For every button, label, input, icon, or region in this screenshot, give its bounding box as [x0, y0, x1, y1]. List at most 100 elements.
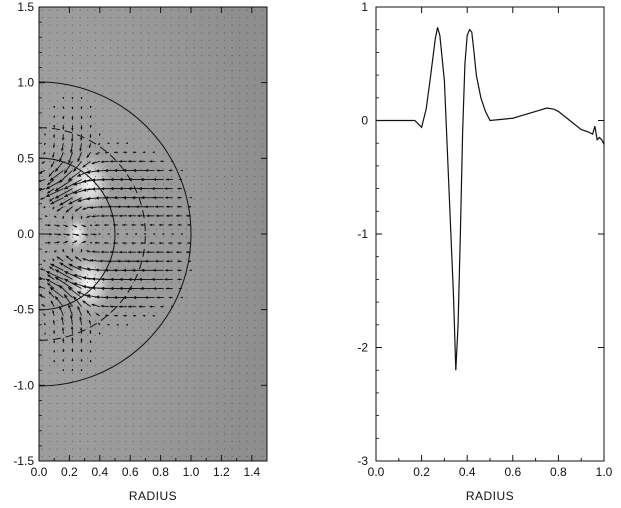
- grid-dot: [110, 433, 111, 435]
- vector-arrow: [89, 134, 92, 138]
- vector-arrow: [45, 223, 51, 227]
- grid-dot: [193, 334, 195, 336]
- grid-dot: [148, 123, 149, 125]
- x-tick-label: 0.2: [413, 465, 430, 479]
- vector-arrow: [53, 360, 56, 362]
- grid-dot: [208, 433, 210, 435]
- grid-dot: [72, 145, 73, 147]
- grid-dot: [246, 440, 248, 442]
- grid-dot: [246, 282, 248, 283]
- vector-arrow: [91, 250, 100, 254]
- grid-dot: [117, 456, 119, 457]
- grid-dot: [231, 92, 233, 94]
- grid-dot: [49, 138, 51, 140]
- grid-dot: [246, 289, 248, 291]
- grid-dot: [246, 425, 248, 427]
- grid-dot: [239, 115, 241, 117]
- vector-arrow: [125, 142, 128, 145]
- grid-dot: [64, 191, 66, 193]
- grid-dot: [64, 55, 66, 56]
- grid-dot: [224, 282, 225, 283]
- grid-dot: [186, 138, 187, 140]
- grid-dot: [140, 312, 142, 314]
- vector-arrow: [158, 223, 164, 227]
- grid-dot: [117, 153, 119, 155]
- grid-dot: [201, 100, 203, 102]
- vector-arrow: [44, 142, 47, 146]
- grid-dot: [224, 236, 225, 238]
- grid-dot: [216, 47, 218, 49]
- grid-dot: [254, 123, 256, 125]
- grid-dot: [56, 304, 58, 306]
- grid-dot: [193, 274, 195, 276]
- grid-dot: [239, 395, 241, 397]
- grid-dot: [72, 380, 73, 382]
- grid-dot: [132, 115, 134, 117]
- grid-dot: [163, 327, 165, 329]
- grid-dot: [186, 107, 187, 109]
- grid-dot: [64, 39, 66, 41]
- grid-dot: [186, 213, 187, 215]
- grid-dot: [193, 85, 195, 87]
- grid-dot: [110, 456, 111, 457]
- grid-dot: [72, 191, 73, 193]
- grid-dot: [208, 70, 210, 72]
- vector-arrow: [89, 360, 92, 362]
- grid-dot: [79, 440, 81, 442]
- grid-dot: [117, 17, 119, 19]
- grid-dot: [239, 85, 241, 87]
- grid-dot: [193, 198, 195, 200]
- grid-dot: [178, 387, 180, 389]
- vector-arrow: [40, 268, 46, 271]
- grid-dot: [72, 448, 73, 450]
- grid-dot: [155, 319, 157, 321]
- vector-arrow: [72, 161, 82, 173]
- grid-dot: [117, 9, 119, 11]
- vector-arrow: [69, 314, 73, 325]
- vector-arrow: [74, 206, 82, 212]
- grid-dot: [117, 266, 119, 268]
- vector-arrow: [140, 268, 155, 273]
- grid-dot: [49, 206, 51, 208]
- grid-dot: [163, 183, 165, 185]
- grid-dot: [231, 274, 233, 276]
- grid-dot: [193, 153, 195, 155]
- grid-dot: [49, 327, 51, 329]
- grid-dot: [208, 221, 210, 223]
- grid-dot: [239, 183, 241, 185]
- grid-dot: [239, 304, 241, 306]
- x-tick-label: 0.6: [504, 465, 521, 479]
- grid-dot: [254, 168, 256, 170]
- grid-dot: [170, 229, 172, 230]
- vector-arrow: [62, 348, 65, 353]
- grid-dot: [56, 39, 58, 41]
- grid-dot: [49, 153, 51, 155]
- grid-dot: [56, 62, 58, 64]
- grid-dot: [155, 456, 157, 457]
- grid-dot: [102, 100, 104, 102]
- grid-dot: [178, 327, 180, 329]
- grid-dot: [178, 342, 180, 344]
- grid-dot: [262, 403, 263, 404]
- grid-dot: [178, 304, 180, 306]
- grid-dot: [41, 365, 43, 367]
- grid-dot: [155, 85, 157, 87]
- vector-arrow: [73, 282, 91, 289]
- vector-arrow: [88, 143, 92, 149]
- grid-dot: [216, 24, 218, 26]
- grid-dot: [246, 153, 248, 155]
- grid-dot: [117, 312, 119, 314]
- grid-dot: [148, 47, 149, 49]
- grid-dot: [110, 327, 111, 329]
- vector-arrow: [149, 223, 155, 227]
- grid-dot: [163, 168, 165, 170]
- grid-dot: [163, 176, 165, 177]
- grid-dot: [163, 9, 165, 11]
- grid-dot: [193, 418, 195, 420]
- grid-dot: [178, 191, 180, 193]
- grid-dot: [201, 55, 203, 56]
- grid-dot: [64, 266, 66, 268]
- vector-arrow: [72, 240, 78, 244]
- grid-dot: [49, 229, 51, 230]
